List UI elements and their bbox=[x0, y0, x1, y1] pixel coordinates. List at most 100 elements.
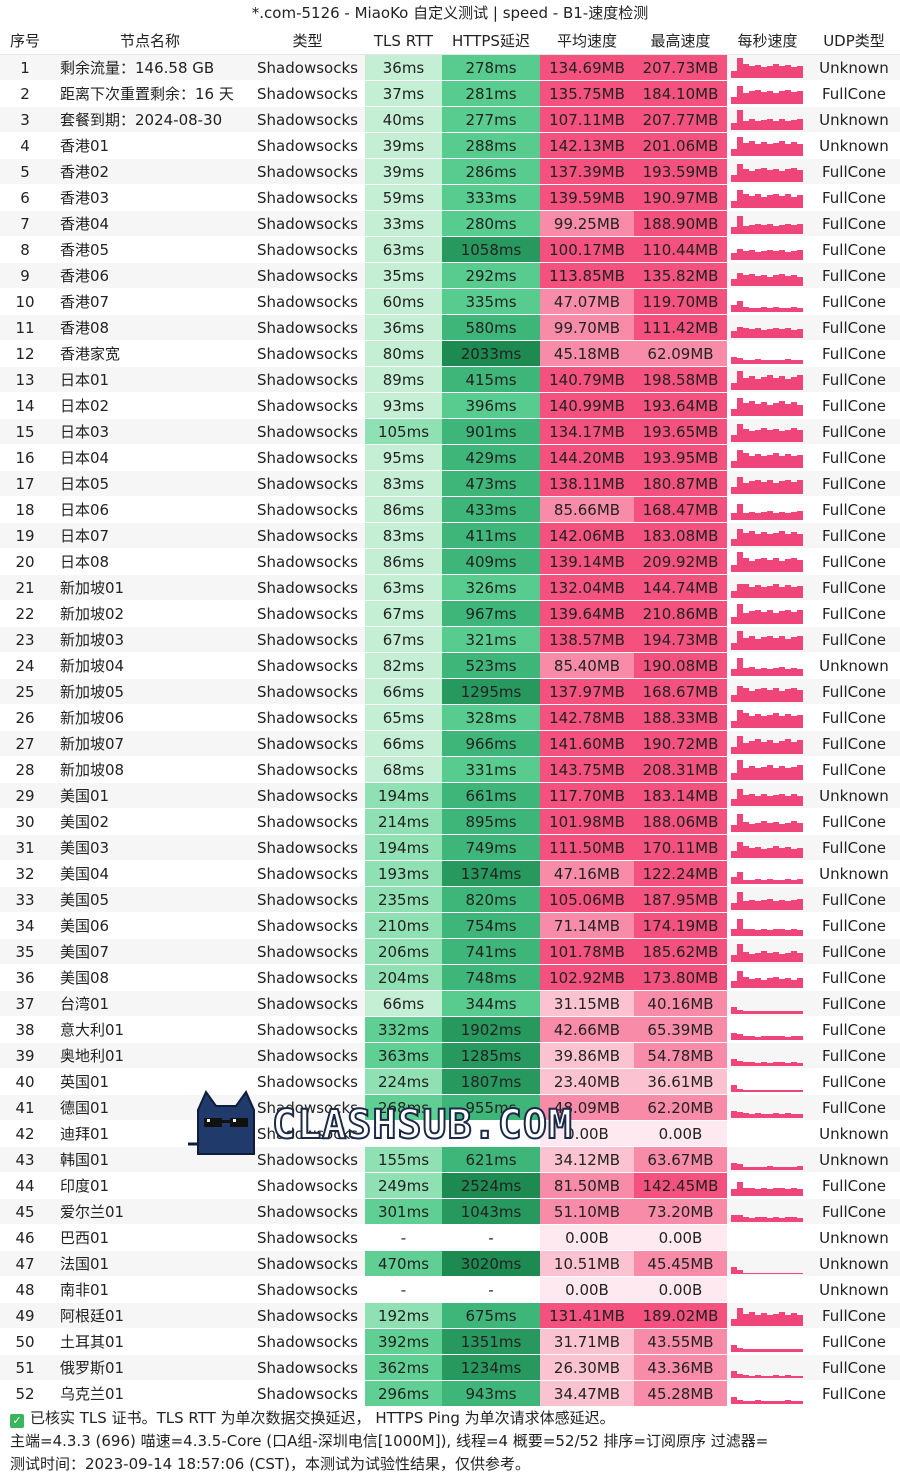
https-latency: 1058ms bbox=[442, 236, 540, 263]
speed-bar bbox=[743, 402, 749, 416]
speed-bar bbox=[779, 1166, 785, 1170]
node-type: Shadowsocks bbox=[250, 574, 365, 601]
speed-bar bbox=[731, 148, 737, 156]
speed-bar bbox=[785, 638, 791, 650]
speed-bar bbox=[755, 429, 761, 442]
speed-bar bbox=[767, 1062, 773, 1066]
max-speed: 188.33MB bbox=[634, 704, 727, 731]
row-index: 23 bbox=[0, 626, 50, 653]
per-second-speed-graph bbox=[727, 158, 808, 185]
speed-bar bbox=[737, 85, 743, 104]
https-latency: 280ms bbox=[442, 210, 540, 237]
speed-bar bbox=[779, 847, 785, 858]
table-row: 37 台湾01 Shadowsocks 66ms 344ms 31.15MB 40.16MB… bbox=[0, 990, 900, 1017]
speed-bar bbox=[731, 564, 737, 572]
udp-type: Unknown bbox=[808, 106, 900, 133]
max-speed: 119.70MB bbox=[634, 288, 727, 315]
avg-speed: 48.09MB bbox=[540, 1094, 634, 1121]
speed-bar bbox=[761, 879, 767, 884]
node-type: Shadowsocks bbox=[250, 366, 365, 393]
speed-bar bbox=[791, 167, 797, 182]
speed-bar bbox=[749, 375, 755, 390]
node-name: 香港05 bbox=[50, 236, 250, 263]
speed-bar bbox=[785, 307, 791, 312]
speed-bar bbox=[785, 533, 791, 546]
speed-bar bbox=[785, 378, 791, 390]
speed-bar bbox=[743, 767, 749, 780]
node-name: 美国04 bbox=[50, 860, 250, 887]
https-latency: 675ms bbox=[442, 1302, 540, 1329]
max-speed: 54.78MB bbox=[634, 1042, 727, 1069]
speed-bar bbox=[797, 1089, 803, 1092]
speed-bar bbox=[779, 1272, 785, 1274]
speed-bar bbox=[785, 822, 791, 832]
udp-type: FullCone bbox=[808, 1094, 900, 1121]
speed-bar bbox=[779, 224, 785, 234]
speed-bar bbox=[773, 900, 779, 910]
speed-bar bbox=[749, 847, 755, 858]
node-name: 美国07 bbox=[50, 938, 250, 965]
speed-bar bbox=[797, 374, 803, 390]
per-second-speed-graph bbox=[727, 704, 808, 731]
speed-bar bbox=[785, 64, 791, 78]
speed-bar bbox=[761, 1187, 767, 1196]
row-index: 3 bbox=[0, 106, 50, 133]
speed-bar bbox=[743, 377, 749, 390]
table-row: 49 阿根廷01 Shadowsocks 192ms 675ms 131.41MB 189.… bbox=[0, 1302, 900, 1329]
header-per-second-speed: 每秒速度 bbox=[727, 27, 808, 55]
row-index: 33 bbox=[0, 886, 50, 913]
speed-bar bbox=[779, 249, 785, 260]
https-latency: 286ms bbox=[442, 158, 540, 185]
speed-bar bbox=[761, 119, 767, 130]
speed-bar bbox=[749, 879, 755, 884]
speed-bar bbox=[785, 429, 791, 442]
max-speed: 183.14MB bbox=[634, 782, 727, 809]
speed-bar bbox=[779, 480, 785, 494]
speed-bar bbox=[785, 767, 791, 780]
max-speed: 65.39MB bbox=[634, 1016, 727, 1043]
speed-bar bbox=[773, 767, 779, 780]
node-name: 日本07 bbox=[50, 522, 250, 549]
speed-bar bbox=[755, 307, 761, 312]
speed-bar bbox=[749, 328, 755, 338]
speed-bar bbox=[791, 306, 797, 312]
speed-bar bbox=[755, 688, 761, 702]
speed-bar bbox=[755, 638, 761, 650]
speed-bar bbox=[731, 1084, 737, 1092]
speed-bar bbox=[773, 845, 779, 858]
udp-type: FullCone bbox=[808, 886, 900, 913]
tls-rtt: 268ms bbox=[365, 1094, 442, 1121]
speed-bar bbox=[731, 1370, 737, 1378]
row-index: 29 bbox=[0, 782, 50, 809]
tls-rtt: 192ms bbox=[365, 1302, 442, 1329]
node-name: 香港家宽 bbox=[50, 340, 250, 367]
node-type: Shadowsocks bbox=[250, 522, 365, 549]
tls-rtt: 204ms bbox=[365, 964, 442, 991]
speed-bar bbox=[797, 328, 803, 338]
row-index: 7 bbox=[0, 210, 50, 237]
speed-bar bbox=[755, 668, 761, 676]
speed-bar bbox=[743, 120, 749, 130]
speed-bar bbox=[767, 1188, 773, 1196]
table-row: 16 日本04 Shadowsocks 95ms 429ms 144.20MB 193.95… bbox=[0, 444, 900, 471]
per-second-speed-graph bbox=[727, 1380, 808, 1407]
speed-bar bbox=[755, 1166, 761, 1170]
speed-bar bbox=[767, 847, 773, 858]
speed-bar bbox=[755, 143, 761, 156]
https-latency: 344ms bbox=[442, 990, 540, 1017]
speed-bar bbox=[773, 1400, 779, 1404]
speed-bar bbox=[737, 357, 743, 364]
max-speed: 189.02MB bbox=[634, 1302, 727, 1329]
speed-bar bbox=[743, 951, 749, 962]
max-speed: 135.82MB bbox=[634, 262, 727, 289]
https-latency: 1043ms bbox=[442, 1198, 540, 1225]
speed-bar bbox=[791, 196, 797, 208]
udp-type: Unknown bbox=[808, 782, 900, 809]
speed-bar bbox=[749, 1272, 755, 1274]
per-second-speed-graph bbox=[727, 548, 808, 575]
https-latency: 331ms bbox=[442, 756, 540, 783]
table-row: 40 英国01 Shadowsocks 224ms 1807ms 23.40MB 36.61… bbox=[0, 1068, 900, 1095]
per-second-speed-graph bbox=[727, 964, 808, 991]
header-max-speed: 最高速度 bbox=[634, 27, 727, 55]
speed-bar bbox=[773, 1187, 779, 1196]
